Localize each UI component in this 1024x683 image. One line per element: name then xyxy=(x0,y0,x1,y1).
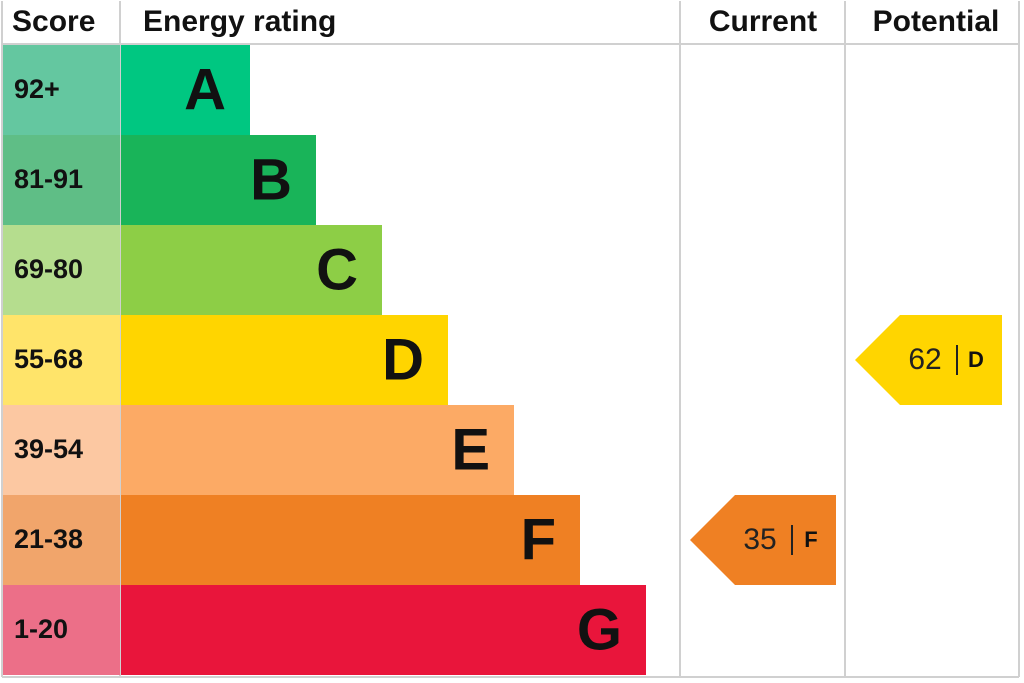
score-cell xyxy=(3,45,120,135)
header-current: Current xyxy=(709,5,817,38)
current-arrow xyxy=(690,495,836,585)
score-cell xyxy=(3,495,120,585)
rating-letter: F xyxy=(521,507,556,572)
score-cell xyxy=(3,405,120,495)
rating-letter: A xyxy=(184,57,226,122)
score-range: 21-38 xyxy=(14,524,83,554)
rating-bar xyxy=(121,45,250,135)
score-range: 39-54 xyxy=(14,434,83,464)
header-score: Score xyxy=(12,5,95,38)
rating-letter: G xyxy=(577,597,622,662)
rating-bar xyxy=(121,135,316,225)
rating-bar xyxy=(121,495,580,585)
score-cell xyxy=(3,315,120,405)
rating-letter: D xyxy=(382,327,424,392)
score-range: 55-68 xyxy=(14,344,83,374)
rating-letter: B xyxy=(250,147,292,212)
score-cell xyxy=(3,135,120,225)
score-range: 1-20 xyxy=(14,614,68,644)
header-rating: Energy rating xyxy=(143,5,336,38)
score-cell xyxy=(3,225,120,315)
rating-bar xyxy=(121,405,514,495)
header-potential: Potential xyxy=(873,5,1000,38)
rating-bar xyxy=(121,315,448,405)
rating-letter: E xyxy=(451,417,490,482)
score-range: 81-91 xyxy=(14,164,83,194)
rating-bar xyxy=(121,225,382,315)
score-range: 69-80 xyxy=(14,254,83,284)
potential-rating: D xyxy=(968,347,984,372)
rating-bar xyxy=(121,585,646,675)
potential-arrow xyxy=(855,315,1002,405)
score-cell xyxy=(3,585,120,675)
potential-value: 62 xyxy=(908,343,941,376)
current-rating: F xyxy=(804,527,817,552)
current-value: 35 xyxy=(743,523,776,556)
rating-letter: C xyxy=(316,237,358,302)
score-range: 92+ xyxy=(14,74,60,104)
